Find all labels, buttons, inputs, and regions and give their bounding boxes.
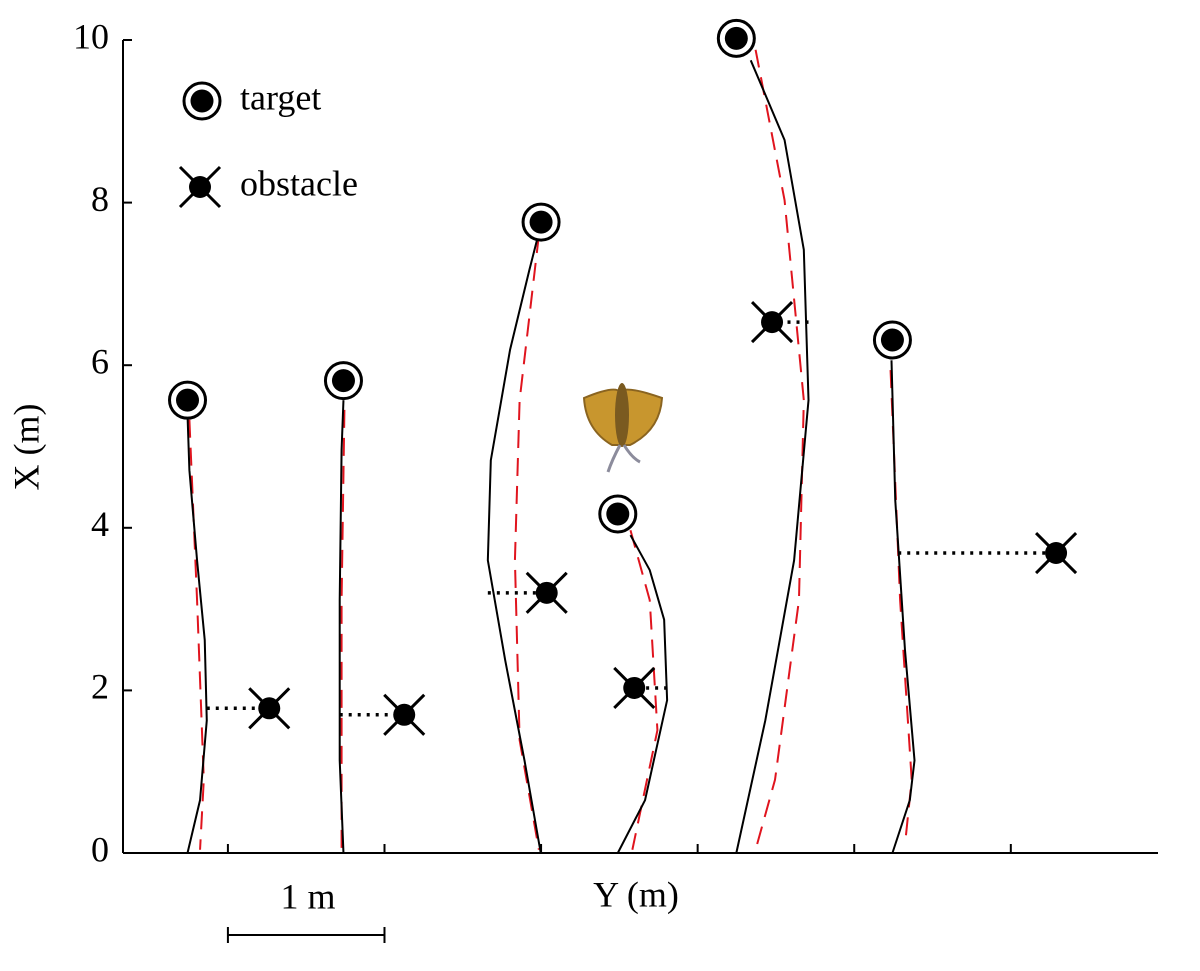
target-dot [724, 26, 748, 50]
obstacle-dot [623, 676, 646, 699]
trajectory [486, 239, 542, 854]
target-dot [606, 502, 630, 526]
obstacle-dot [258, 697, 281, 720]
trial [168, 380, 291, 854]
planned-path [340, 409, 346, 850]
trajectory [338, 400, 345, 854]
x-axis-label: Y (m) [593, 874, 679, 914]
y-axis-label: X (m) [6, 404, 46, 491]
trial [872, 320, 1078, 854]
obstacle-dot [189, 176, 211, 198]
planned-path [513, 235, 540, 850]
target-dot [190, 89, 214, 113]
legend-target-label: target [240, 77, 321, 117]
legend-obstacle-label: obstacle [240, 163, 358, 203]
trajectory [890, 360, 916, 854]
planned-path [629, 529, 659, 850]
target-dot [880, 328, 904, 352]
trajectory [616, 534, 669, 854]
y-tick-label: 0 [91, 829, 109, 869]
trajectory [186, 414, 208, 854]
obstacle-dot [393, 703, 416, 726]
scale-bar-label: 1 m [280, 876, 335, 916]
planned-path [754, 49, 805, 851]
y-tick-label: 2 [91, 667, 109, 707]
trial [598, 494, 669, 854]
target-dot [331, 369, 355, 393]
trial [716, 18, 810, 854]
y-tick-label: 10 [73, 16, 109, 56]
trial [323, 361, 426, 854]
trial [486, 202, 568, 854]
target-dot [529, 210, 553, 234]
scale-bar [226, 927, 386, 943]
y-tick-label: 4 [91, 504, 109, 544]
y-tick-label: 8 [91, 179, 109, 219]
lizard-icon [582, 383, 664, 473]
obstacle-dot [535, 581, 558, 604]
obstacle-dot [1045, 542, 1068, 565]
obstacle-dot [761, 311, 784, 334]
trajectory [735, 59, 810, 854]
y-tick-label: 6 [91, 341, 109, 381]
target-dot [176, 388, 200, 412]
legend [178, 81, 222, 209]
